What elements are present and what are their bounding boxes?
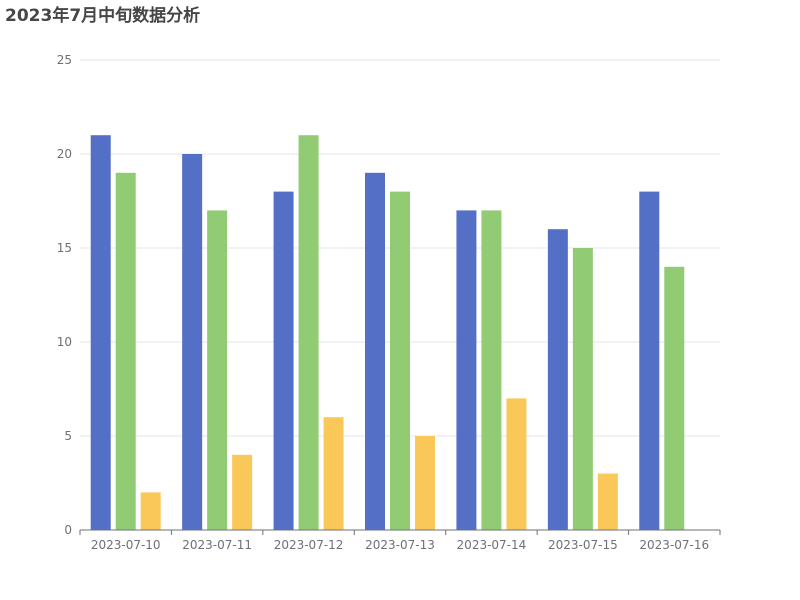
x-tick-label: 2023-07-14 — [457, 538, 527, 552]
bar-series-3-2023-07-15 — [597, 473, 618, 530]
bar-series-2-2023-07-16 — [664, 266, 685, 530]
x-tick-label: 2023-07-10 — [91, 538, 161, 552]
bar-series-3-2023-07-14 — [506, 398, 527, 530]
bar-series-3-2023-07-10 — [140, 492, 161, 530]
y-tick-label: 25 — [57, 53, 72, 67]
bar-series-2-2023-07-11 — [207, 210, 228, 530]
bar-series-3-2023-07-13 — [415, 436, 435, 530]
bar-series-1-2023-07-10 — [90, 135, 111, 530]
x-tick-label: 2023-07-12 — [274, 538, 344, 552]
y-tick-label: 10 — [57, 335, 72, 349]
bar-series-1-2023-07-11 — [182, 154, 203, 530]
y-tick-label: 15 — [57, 241, 72, 255]
x-tick-label: 2023-07-16 — [639, 538, 709, 552]
y-tick-label: 5 — [64, 429, 72, 443]
y-tick-label: 0 — [64, 523, 72, 537]
y-tick-label: 20 — [57, 147, 72, 161]
x-tick-label: 2023-07-11 — [182, 538, 252, 552]
bar-series-3-2023-07-11 — [232, 454, 253, 530]
bar-series-1-2023-07-15 — [547, 229, 568, 530]
bar-series-2-2023-07-10 — [115, 172, 136, 531]
bar-series-1-2023-07-14 — [456, 210, 477, 530]
bar-series-2-2023-07-14 — [481, 210, 502, 530]
bar-series-2-2023-07-15 — [572, 248, 593, 530]
bar-series-2-2023-07-12 — [298, 135, 319, 530]
x-tick-label: 2023-07-15 — [548, 538, 618, 552]
bar-series-1-2023-07-12 — [273, 191, 294, 530]
y-axis-tick-labels: 0 5 10 15 20 25 — [57, 53, 72, 537]
x-axis-tick-labels: 2023-07-10 2023-07-11 2023-07-12 2023-07-13… — [91, 538, 709, 552]
bar-series-3-2023-07-12 — [323, 417, 344, 530]
bar-series-1-2023-07-16 — [639, 191, 660, 530]
x-axis — [79, 529, 721, 535]
bars — [90, 135, 685, 531]
bar-series-1-2023-07-13 — [365, 172, 385, 531]
x-tick-label: 2023-07-13 — [365, 538, 435, 552]
bar-series-2-2023-07-13 — [390, 191, 410, 530]
chart-title: 2023年7月中旬数据分析 — [5, 6, 201, 26]
